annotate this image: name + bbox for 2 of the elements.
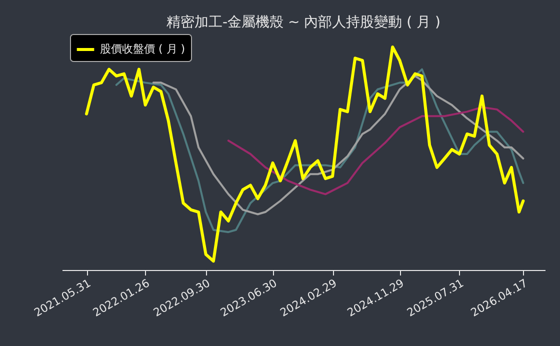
chart-title: 精密加工-金屬機殼 ~ 內部人持股變動 ( 月 ) [166,14,440,30]
legend-label: 股價收盤價 ( 月 ) [100,42,186,56]
